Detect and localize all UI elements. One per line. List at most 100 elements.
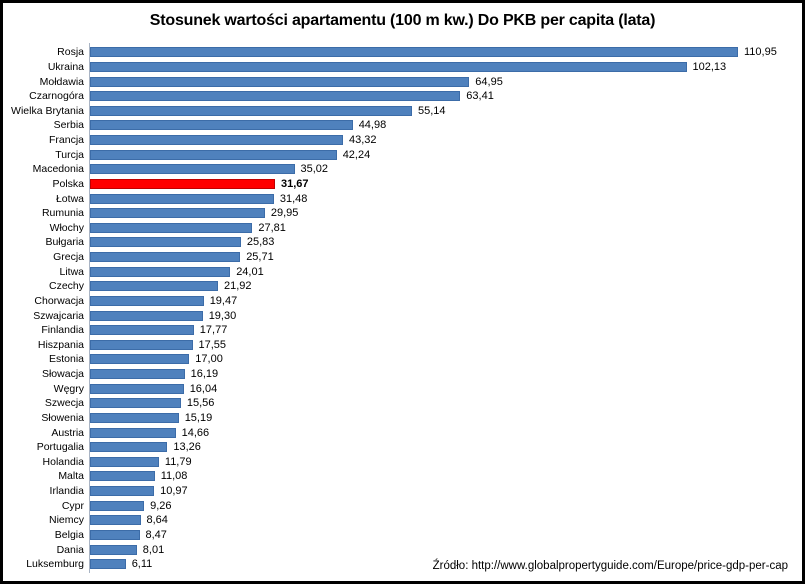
- bar: [90, 515, 141, 526]
- chart-row: Mołdawia 64,95: [3, 74, 802, 89]
- value-label: 35,02: [300, 163, 329, 176]
- category-label: Cypr: [61, 499, 84, 512]
- chart-row: Rumunia 29,95: [3, 206, 802, 221]
- category-label: Słowacja: [41, 368, 84, 381]
- bar: [90, 339, 193, 350]
- value-label: 31,48: [279, 192, 308, 205]
- bar: [90, 178, 275, 189]
- value-label: 17,00: [195, 353, 223, 366]
- category-label: Łotwa: [55, 192, 84, 205]
- bar: [90, 427, 176, 438]
- chart-row: Polska 31,67: [3, 177, 802, 192]
- bar: [90, 369, 185, 380]
- chart-row: Litwa 24,01: [3, 264, 802, 279]
- bar: [90, 325, 194, 336]
- value-label: 15,19: [184, 411, 213, 424]
- chart-row: Szwecja 15,56: [3, 396, 802, 411]
- value-label: 13,26: [173, 441, 201, 454]
- category-label: Turcja: [55, 148, 84, 161]
- chart-row: Słowenia 15,19: [3, 411, 802, 426]
- plot-area: Rosja 110,95 Ukraina 102,13 Mołdawia 64,…: [3, 43, 802, 573]
- value-label: 25,83: [246, 236, 275, 249]
- category-label: Wielka Brytania: [11, 104, 84, 117]
- value-label: 110,95: [744, 46, 777, 59]
- chart-row: Czechy 21,92: [3, 279, 802, 294]
- category-label: Hiszpania: [37, 338, 84, 351]
- value-label: 43,32: [349, 134, 377, 147]
- bar: [90, 529, 140, 540]
- category-label: Belgia: [54, 528, 84, 541]
- source-note: Źródło: http://www.globalpropertyguide.c…: [432, 560, 788, 572]
- category-label: Macedonia: [32, 163, 84, 176]
- chart-row: Estonia 17,00: [3, 352, 802, 367]
- chart-row: Wielka Brytania 55,14: [3, 104, 802, 119]
- chart-row: Austria 14,66: [3, 425, 802, 440]
- category-label: Malta: [58, 470, 84, 483]
- chart-row: Bułgaria 25,83: [3, 235, 802, 250]
- category-label: Włochy: [49, 221, 84, 234]
- category-label: Czechy: [48, 280, 84, 293]
- value-label: 17,77: [199, 324, 228, 337]
- category-label: Słowenia: [41, 411, 84, 424]
- category-label: Francja: [48, 134, 84, 147]
- chart-row: Węgry 16,04: [3, 381, 802, 396]
- bar: [90, 486, 155, 497]
- value-label: 55,14: [418, 104, 446, 117]
- value-label: 27,81: [258, 221, 286, 234]
- bar: [90, 266, 231, 277]
- chart-row: Dania 8,01: [3, 542, 802, 557]
- value-label: 16,19: [190, 368, 219, 381]
- bar: [90, 164, 295, 175]
- value-label: 11,08: [160, 470, 188, 483]
- chart-row: Serbia 44,98: [3, 118, 802, 133]
- bar: [90, 354, 190, 365]
- bar: [90, 76, 470, 87]
- bar: [90, 544, 137, 555]
- chart-row: Holandia 11,79: [3, 455, 802, 470]
- category-label: Irlandia: [49, 485, 84, 498]
- value-label: 10,97: [160, 485, 188, 498]
- bar: [90, 47, 738, 58]
- bar: [90, 105, 412, 116]
- value-label: 8,47: [145, 528, 167, 541]
- chart-row: Irlandia 10,97: [3, 484, 802, 499]
- category-label: Chorwacja: [34, 294, 84, 307]
- chart-row: Portugalia 13,26: [3, 440, 802, 455]
- bar: [90, 252, 241, 263]
- value-label: 24,01: [236, 265, 264, 278]
- value-label: 63,41: [466, 90, 494, 103]
- chart-row: Słowacja 16,19: [3, 367, 802, 382]
- bar: [90, 559, 126, 570]
- category-label: Polska: [52, 177, 84, 190]
- category-label: Austria: [51, 426, 84, 439]
- chart-row: Cypr 9,26: [3, 498, 802, 513]
- chart-row: Francja 43,32: [3, 133, 802, 148]
- bar: [90, 193, 274, 204]
- bar: [90, 471, 155, 482]
- bar: [90, 310, 203, 321]
- category-label: Bułgaria: [45, 236, 84, 249]
- chart-row: Czarnogóra 63,41: [3, 89, 802, 104]
- category-label: Czarnogóra: [29, 90, 84, 103]
- bar: [90, 91, 461, 102]
- category-label: Szwecja: [44, 397, 84, 410]
- category-label: Mołdawia: [39, 75, 84, 88]
- value-label: 6,11: [131, 558, 153, 571]
- category-axis-line: [89, 43, 90, 573]
- category-label: Szwajcaria: [33, 309, 84, 322]
- bar: [90, 149, 337, 160]
- chart-title: Stosunek wartości apartamentu (100 m kw.…: [149, 12, 656, 29]
- value-label: 25,71: [246, 251, 274, 264]
- value-label: 19,47: [209, 294, 238, 307]
- category-label: Grecja: [53, 251, 84, 264]
- category-label: Ukraina: [47, 60, 84, 73]
- category-label: Luksemburg: [26, 558, 84, 571]
- bar: [90, 61, 687, 72]
- category-label: Serbia: [53, 119, 84, 132]
- category-label: Finlandia: [41, 324, 84, 337]
- value-label: 11,79: [164, 455, 192, 468]
- chart-row: Ukraina 102,13: [3, 60, 802, 75]
- bar: [90, 456, 159, 467]
- value-label: 8,01: [142, 543, 165, 556]
